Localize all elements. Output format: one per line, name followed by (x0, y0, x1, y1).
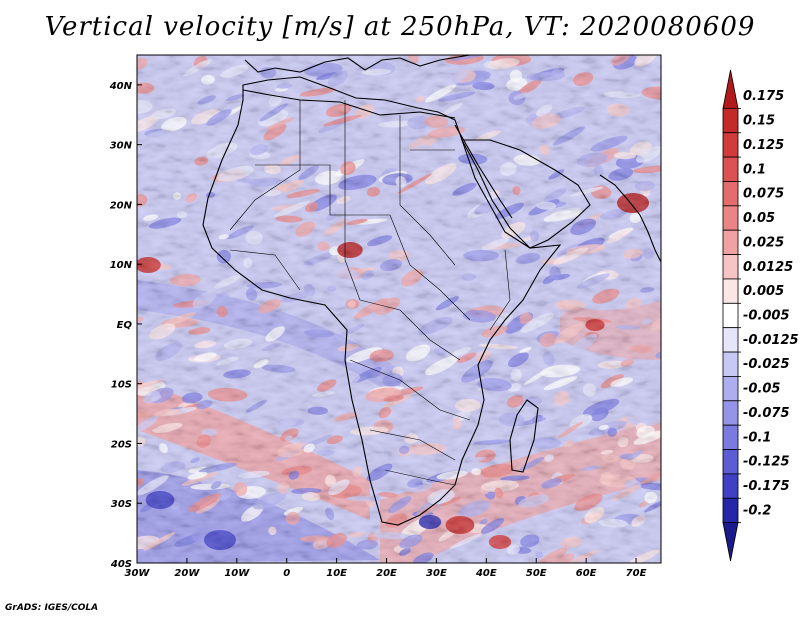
coastlines (202, 55, 661, 526)
colorbar-swatch (722, 156, 739, 182)
texture-overlay (137, 55, 661, 563)
colorbar-label: -0.05 (743, 382, 780, 397)
africa-coastline (202, 76, 562, 526)
x-tick-label: 30W (125, 568, 151, 579)
x-tick-label: 10E (326, 568, 347, 579)
y-tick-label: 40N (109, 81, 133, 92)
colorbar-swatch (722, 205, 739, 231)
colorbar-bottom-arrow (722, 522, 739, 562)
y-tick-label: 10N (110, 260, 133, 271)
colorbar-label: -0.175 (743, 479, 790, 494)
colorbar-label: -0.1 (743, 430, 771, 445)
colorbar: 0.175 0.15 0.125 0.1 0.075 0.05 0.025 0.0125 0.0… (722, 69, 799, 562)
x-tick-label: 30E (426, 568, 447, 579)
colorbar-swatch (722, 229, 739, 255)
europe-coastline (244, 55, 471, 73)
madagascar-coastline (509, 399, 539, 473)
colorbar-label: -0.005 (743, 309, 790, 324)
x-tick-label: 20W (174, 568, 200, 579)
colorbar-label: -0.0125 (743, 333, 799, 348)
colorbar-swatch (722, 473, 739, 499)
colorbar-label: 0.175 (743, 89, 784, 104)
y-tick-label: 20N (110, 200, 133, 211)
colorbar-label: -0.075 (743, 406, 790, 421)
colorbar-label: 0.025 (743, 235, 784, 250)
colorbar-swatch (722, 449, 739, 475)
colorbar-swatch (722, 302, 739, 329)
x-tick-label: 0 (283, 568, 290, 579)
footer-credit: GrADS: IGES/COLA (5, 603, 99, 613)
x-tick-label: 10W (224, 568, 250, 579)
india-coastline (599, 174, 661, 263)
plot-frame (136, 54, 662, 564)
x-tick-label: 50E (526, 568, 547, 579)
colorbar-label: -0.125 (743, 455, 790, 470)
red-sea (454, 124, 513, 219)
colorbar-swatch (722, 327, 739, 353)
colorbar-swatch (722, 278, 739, 304)
colorbar-swatch (722, 132, 739, 158)
map-title: Vertical velocity [m/s] at 250hPa, VT: 2… (44, 12, 756, 42)
colorbar-swatch (722, 254, 739, 280)
colorbar-label: -0.025 (743, 357, 790, 372)
y-tick-label: 40S (110, 559, 132, 570)
x-tick-label: 70E (626, 568, 647, 579)
colorbar-swatch (722, 424, 739, 450)
colorbar-label: 0.1 (743, 162, 766, 177)
y-tick-label: 10S (111, 380, 132, 391)
colorbar-swatch (722, 181, 739, 207)
arabia-coastline (461, 139, 591, 249)
colorbar-top-arrow (722, 69, 739, 109)
y-tick-label: 30N (110, 141, 133, 152)
colorbar-label: 0.05 (743, 211, 775, 226)
colorbar-label: 0.0125 (743, 260, 793, 275)
colorbar-label: 0.15 (743, 114, 775, 129)
colorbar-swatch (722, 351, 739, 377)
colorbar-swatch (722, 107, 739, 134)
y-tick-label: EQ (117, 320, 133, 331)
y-tick-label: 30S (111, 499, 132, 510)
y-tick-label: 20S (111, 439, 132, 450)
colorbar-swatch (722, 376, 739, 402)
x-tick-label: 60E (576, 568, 597, 579)
colorbar-label: -0.2 (743, 503, 771, 518)
x-tick-label: 20E (376, 568, 397, 579)
plot-area: 30W 20W 10W 0 10E 20E 30E 40E 50E 60E 70E 40N 30N 20… (109, 54, 662, 579)
y-axis: 40N 30N 20N 10N EQ 10S 20S 30S 40S (109, 81, 142, 570)
x-tick-label: 40E (475, 568, 497, 579)
colorbar-label: 0.075 (743, 187, 784, 202)
x-axis: 30W 20W 10W 0 10E 20E 30E 40E 50E 60E 70E (125, 558, 647, 579)
mediterranean-coast (242, 89, 456, 119)
country-borders (229, 100, 511, 486)
colorbar-swatch (722, 497, 739, 524)
colorbar-label: 0.125 (743, 138, 784, 153)
colorbar-label: 0.005 (743, 284, 784, 299)
colorbar-swatch (722, 400, 739, 426)
